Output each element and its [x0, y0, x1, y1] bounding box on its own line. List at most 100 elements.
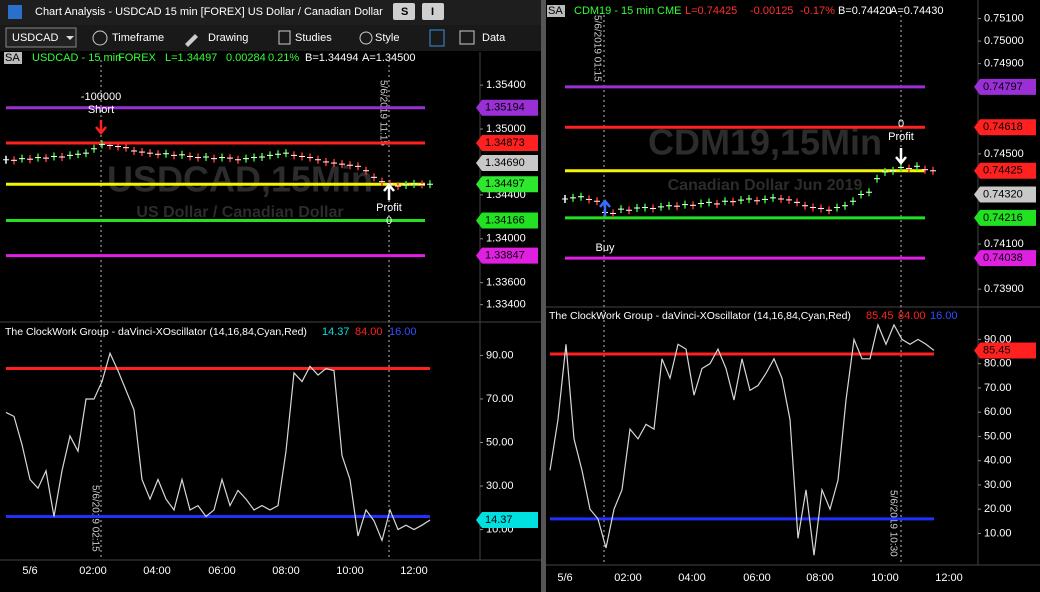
toolbar-item[interactable]: Timeframe — [112, 32, 164, 44]
level-label: 1.34873 — [485, 137, 525, 149]
y-tick-label: 0.75100 — [984, 12, 1024, 24]
y-tick-label: 1.33400 — [486, 299, 526, 311]
x-tick-label: 04:00 — [678, 572, 706, 584]
x-tick-label: 06:00 — [743, 572, 771, 584]
level-label-box — [476, 99, 538, 116]
x-tick-label: 10:00 — [336, 565, 364, 577]
toolbar — [0, 25, 541, 51]
trade-annotation: Profit — [888, 131, 914, 143]
level-label: 1.34166 — [485, 214, 525, 226]
level-label-box — [974, 186, 1036, 203]
layout-icon[interactable] — [429, 29, 445, 47]
y-tick-label: 70.00 — [984, 382, 1012, 394]
level-label-box — [476, 247, 538, 264]
studies-icon — [278, 30, 291, 45]
y-tick-label: 50.00 — [984, 430, 1012, 442]
timeframe-icon — [92, 30, 108, 46]
x-tick-label: 5/6 — [22, 565, 37, 577]
trade-annotation: 0 — [386, 215, 392, 227]
y-tick-label: 90.00 — [984, 333, 1012, 345]
x-tick-label: 02:00 — [79, 565, 107, 577]
level-label: 1.33847 — [485, 249, 525, 261]
drawing-icon — [185, 34, 198, 47]
status-last: L=0.74425 — [685, 5, 737, 17]
y-tick-label: 1.35000 — [486, 123, 526, 135]
level-label-box — [974, 209, 1036, 226]
trade-annotation: -100000 — [81, 91, 121, 103]
status-change: 0.00284 — [226, 52, 266, 64]
y-tick-label: 20.00 — [984, 503, 1012, 515]
dropdown-arrow — [66, 36, 74, 40]
toolbar-item[interactable]: Style — [375, 32, 399, 44]
oscillator-upper: 84.00 — [898, 310, 926, 322]
trade-arrow — [895, 148, 907, 165]
watermark-description: Canadian Dollar Jun 2019 — [668, 177, 863, 194]
oscillator-last-label: 14.37 — [485, 514, 513, 526]
x-tick-label: 06:00 — [208, 565, 236, 577]
level-label: 0.74038 — [983, 252, 1023, 264]
level-label-box — [974, 119, 1036, 136]
y-tick-label: 30.00 — [486, 480, 514, 492]
level-label: 0.74320 — [983, 188, 1023, 200]
symbol-box[interactable] — [5, 27, 77, 48]
toolbar-item[interactable]: Data — [482, 32, 506, 44]
x-tick-label: 12:00 — [400, 565, 428, 577]
oscillator-line — [549, 322, 935, 556]
trade-arrow — [95, 120, 107, 135]
s-button-label[interactable]: S — [401, 6, 408, 18]
window-separator — [541, 0, 546, 592]
status-badge-bg — [547, 5, 565, 17]
y-tick-label: 30.00 — [984, 479, 1012, 491]
level-label-box — [476, 155, 538, 172]
symbol-input[interactable]: USDCAD — [12, 32, 59, 44]
level-label: 0.74216 — [983, 212, 1023, 224]
level-label-box — [476, 134, 538, 151]
y-tick-label: 0.74900 — [984, 58, 1024, 70]
watermark-symbol: USDCAD,15Min — [107, 159, 373, 200]
x-tick-label: 10:00 — [871, 572, 899, 584]
s-button[interactable] — [393, 3, 415, 20]
oscillator-lower: 16.00 — [930, 310, 958, 322]
toolbar-item[interactable]: Studies — [295, 32, 332, 44]
time-marker-label: 5/6/2019 11:15 — [377, 80, 388, 146]
oscillator-title: The ClockWork Group - daVinci-XOscillato… — [549, 310, 851, 322]
title-bar — [0, 0, 541, 25]
level-label-box — [974, 250, 1036, 267]
y-tick-label: 70.00 — [486, 393, 514, 405]
status-exchange: CME — [657, 5, 681, 17]
window-title: Chart Analysis - USDCAD 15 min [FOREX] U… — [35, 6, 383, 18]
time-marker-label: 5/6/2019 10:30 — [887, 490, 898, 557]
i-button[interactable] — [422, 3, 444, 20]
status-symbol: CDM19 - 15 min — [574, 5, 654, 17]
y-tick-label: 0.74100 — [984, 238, 1024, 250]
status-badge: SA — [548, 5, 563, 17]
toolbar-item[interactable]: Drawing — [208, 32, 248, 44]
level-label: 1.34690 — [485, 157, 525, 169]
status-change: -0.00125 — [750, 5, 793, 17]
y-tick-label: 1.35400 — [486, 79, 526, 91]
y-tick-label: 0.74500 — [984, 148, 1024, 160]
status-bid: B=1.34494 — [305, 52, 359, 64]
x-tick-label: 08:00 — [272, 565, 300, 577]
i-button-label[interactable]: I — [431, 6, 434, 18]
x-tick-label: 12:00 — [935, 572, 963, 584]
oscillator-last: 85.45 — [866, 310, 894, 322]
status-ask: A=1.34500 — [362, 52, 416, 64]
status-badge: SA — [5, 52, 20, 64]
level-label: 0.74797 — [983, 81, 1023, 93]
x-tick-label: 04:00 — [143, 565, 171, 577]
level-label: 0.74618 — [983, 121, 1023, 133]
level-label: 1.35194 — [485, 102, 525, 114]
oscillator-title: The ClockWork Group - daVinci-XOscillato… — [5, 326, 307, 338]
trade-arrow — [383, 183, 395, 200]
y-tick-label: 60.00 — [984, 406, 1012, 418]
time-marker-label: 5/6/2019 02:15 — [89, 485, 100, 552]
trade-annotation: Profit — [376, 202, 402, 214]
y-tick-label: 40.00 — [984, 455, 1012, 467]
oscillator-lower: 16.00 — [389, 326, 417, 338]
oscillator-last-box — [974, 342, 1036, 359]
oscillator-last: 14.37 — [322, 326, 350, 338]
